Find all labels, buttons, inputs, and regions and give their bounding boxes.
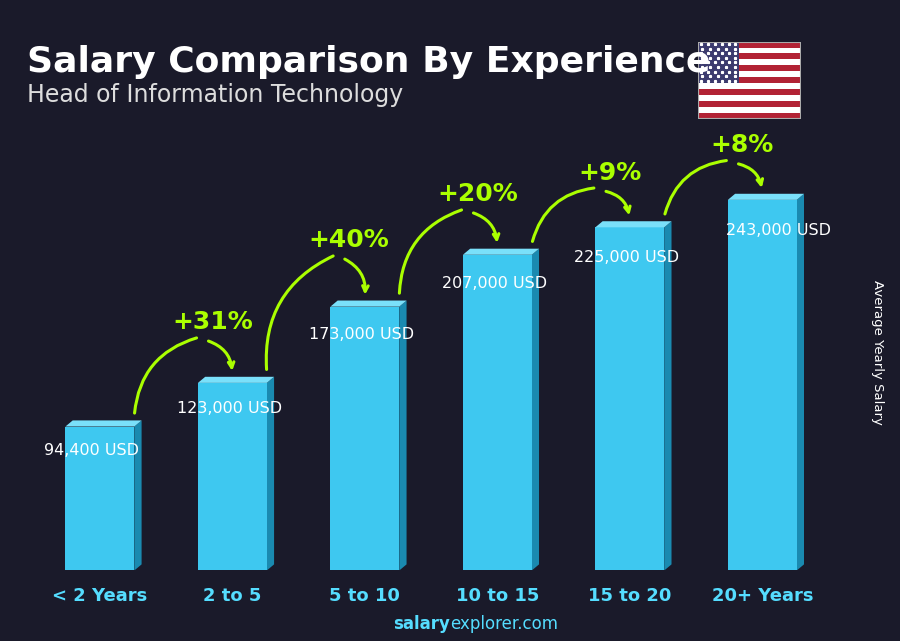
Polygon shape bbox=[198, 377, 274, 383]
Text: +31%: +31% bbox=[172, 310, 253, 334]
Text: salary: salary bbox=[393, 615, 450, 633]
Bar bbox=[698, 60, 801, 65]
Text: 123,000 USD: 123,000 USD bbox=[176, 401, 282, 416]
Bar bbox=[728, 200, 796, 570]
Bar bbox=[698, 42, 801, 47]
Text: 225,000 USD: 225,000 USD bbox=[574, 250, 680, 265]
Bar bbox=[698, 101, 801, 107]
Polygon shape bbox=[134, 420, 141, 570]
Text: 94,400 USD: 94,400 USD bbox=[44, 443, 140, 458]
Bar bbox=[698, 71, 801, 77]
Polygon shape bbox=[330, 301, 407, 306]
Bar bbox=[698, 47, 801, 53]
Bar bbox=[698, 77, 801, 83]
Bar bbox=[66, 426, 134, 570]
Text: +40%: +40% bbox=[309, 228, 390, 252]
Text: 243,000 USD: 243,000 USD bbox=[726, 223, 832, 238]
Text: 173,000 USD: 173,000 USD bbox=[310, 327, 414, 342]
Bar bbox=[698, 42, 739, 83]
Bar bbox=[463, 254, 532, 570]
Bar bbox=[698, 107, 801, 113]
Text: Head of Information Technology: Head of Information Technology bbox=[27, 83, 403, 107]
Polygon shape bbox=[595, 221, 671, 228]
Polygon shape bbox=[664, 221, 671, 570]
Text: +8%: +8% bbox=[711, 133, 774, 157]
Polygon shape bbox=[266, 377, 274, 570]
Text: Average Yearly Salary: Average Yearly Salary bbox=[871, 280, 884, 425]
Bar bbox=[595, 228, 664, 570]
Bar bbox=[698, 53, 801, 60]
Polygon shape bbox=[532, 249, 539, 570]
Polygon shape bbox=[400, 301, 407, 570]
Bar bbox=[698, 113, 801, 119]
Text: 207,000 USD: 207,000 USD bbox=[442, 276, 547, 292]
Text: Salary Comparison By Experience: Salary Comparison By Experience bbox=[27, 45, 710, 79]
Bar bbox=[698, 65, 801, 71]
Polygon shape bbox=[728, 194, 804, 200]
Bar bbox=[698, 89, 801, 95]
Polygon shape bbox=[66, 420, 141, 426]
Text: +9%: +9% bbox=[579, 161, 642, 185]
Bar bbox=[330, 306, 400, 570]
Text: explorer.com: explorer.com bbox=[450, 615, 558, 633]
Polygon shape bbox=[463, 249, 539, 254]
Polygon shape bbox=[796, 194, 804, 570]
Bar bbox=[198, 383, 266, 570]
Bar bbox=[698, 83, 801, 89]
Text: +20%: +20% bbox=[437, 182, 518, 206]
Bar bbox=[698, 95, 801, 101]
